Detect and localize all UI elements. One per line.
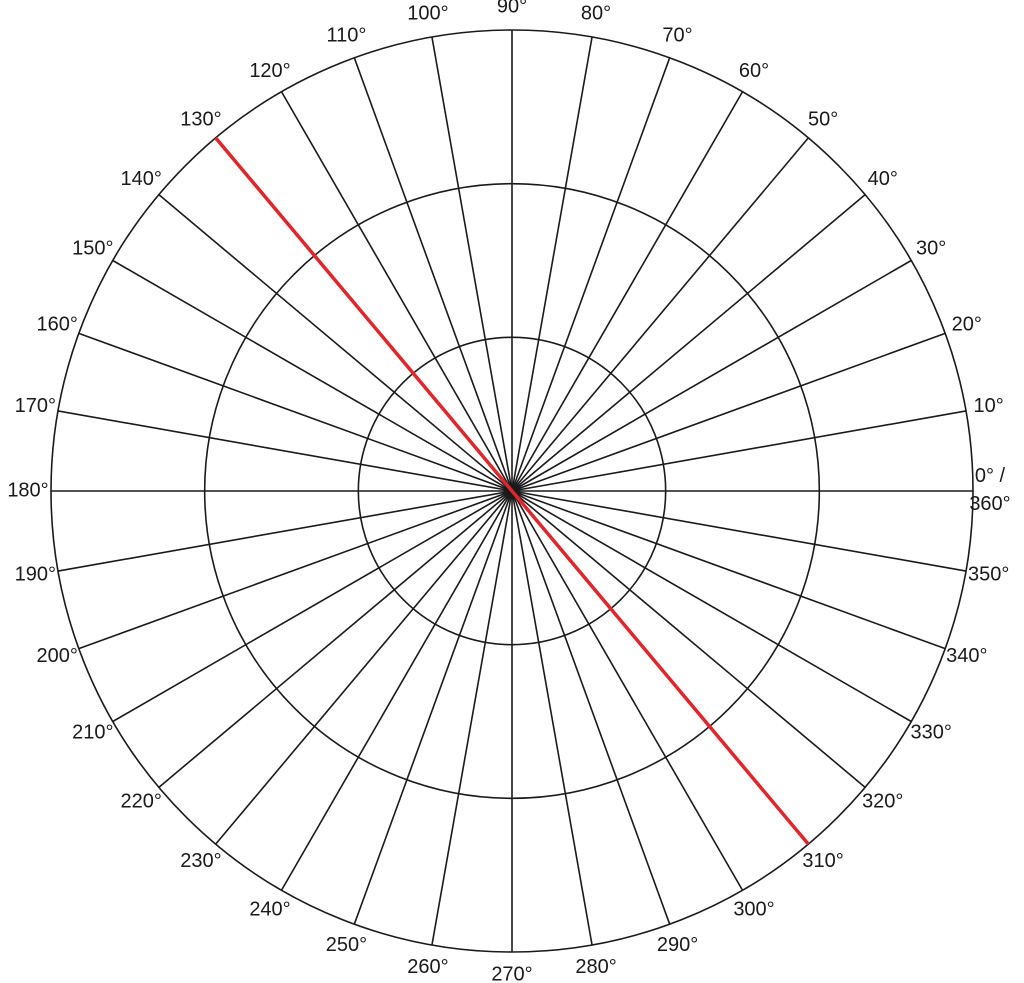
angle-label: 0° / 360° <box>969 465 1010 515</box>
angle-label: 90° <box>497 0 527 17</box>
angle-label: 80° <box>581 3 611 25</box>
angle-label: 220° <box>121 790 162 812</box>
spoke <box>431 490 513 946</box>
spoke <box>511 410 967 492</box>
angle-label: 290° <box>657 934 698 956</box>
angle-label: 350° <box>968 563 1009 585</box>
spoke <box>431 36 513 492</box>
angle-label: 120° <box>249 60 290 82</box>
spoke <box>57 410 513 492</box>
angle-label: 180° <box>7 479 48 501</box>
spoke <box>215 490 513 845</box>
spoke <box>511 490 967 572</box>
angle-label: 40° <box>868 168 898 190</box>
angle-label: 60° <box>739 60 769 82</box>
spoke <box>511 490 866 788</box>
spoke <box>112 259 513 492</box>
spoke <box>511 490 912 723</box>
angle-label: 50° <box>808 109 838 131</box>
spoke <box>511 490 671 925</box>
spoke <box>511 259 912 492</box>
angle-label: 260° <box>407 956 448 978</box>
angle-label: 150° <box>72 237 113 259</box>
spoke <box>57 490 513 572</box>
angle-label: 30° <box>916 237 946 259</box>
spoke <box>511 57 671 492</box>
spoke <box>280 91 513 492</box>
spoke <box>78 490 513 650</box>
spoke <box>78 332 513 492</box>
spoke <box>511 137 809 492</box>
spoke <box>112 490 513 723</box>
spoke <box>511 490 593 946</box>
spoke <box>158 490 513 788</box>
angle-label: 320° <box>862 790 903 812</box>
spoke <box>353 490 513 925</box>
angle-label: 20° <box>952 314 982 336</box>
spoke <box>353 57 513 492</box>
spoke <box>280 490 513 891</box>
angle-label-line: 360° <box>969 493 1010 515</box>
angle-label: 210° <box>72 721 113 743</box>
angle-label: 330° <box>910 721 951 743</box>
angle-label: 100° <box>407 3 448 25</box>
angle-label: 130° <box>180 109 221 131</box>
angle-label: 340° <box>946 645 987 667</box>
angle-label: 140° <box>121 168 162 190</box>
angle-label: 310° <box>802 850 843 872</box>
spoke <box>511 490 744 891</box>
angle-label: 250° <box>326 934 367 956</box>
spoke <box>511 91 744 492</box>
angle-label: 240° <box>249 898 290 920</box>
angle-label: 270° <box>491 963 532 983</box>
angle-label: 190° <box>15 563 56 585</box>
angle-label: 200° <box>37 645 78 667</box>
angle-label: 160° <box>37 314 78 336</box>
spoke <box>511 332 946 492</box>
spoke <box>511 36 593 492</box>
spoke <box>511 490 946 650</box>
angle-label: 170° <box>15 395 56 417</box>
angle-label-line: 0° / <box>975 465 1006 487</box>
angle-label: 300° <box>733 898 774 920</box>
spoke <box>511 194 866 492</box>
angle-label: 110° <box>327 24 367 46</box>
angle-label: 70° <box>662 24 692 46</box>
highlight-line <box>214 136 810 846</box>
angle-label: 230° <box>180 850 221 872</box>
spoke <box>158 194 513 492</box>
angle-label: 280° <box>575 956 616 978</box>
angle-label: 10° <box>974 395 1004 417</box>
